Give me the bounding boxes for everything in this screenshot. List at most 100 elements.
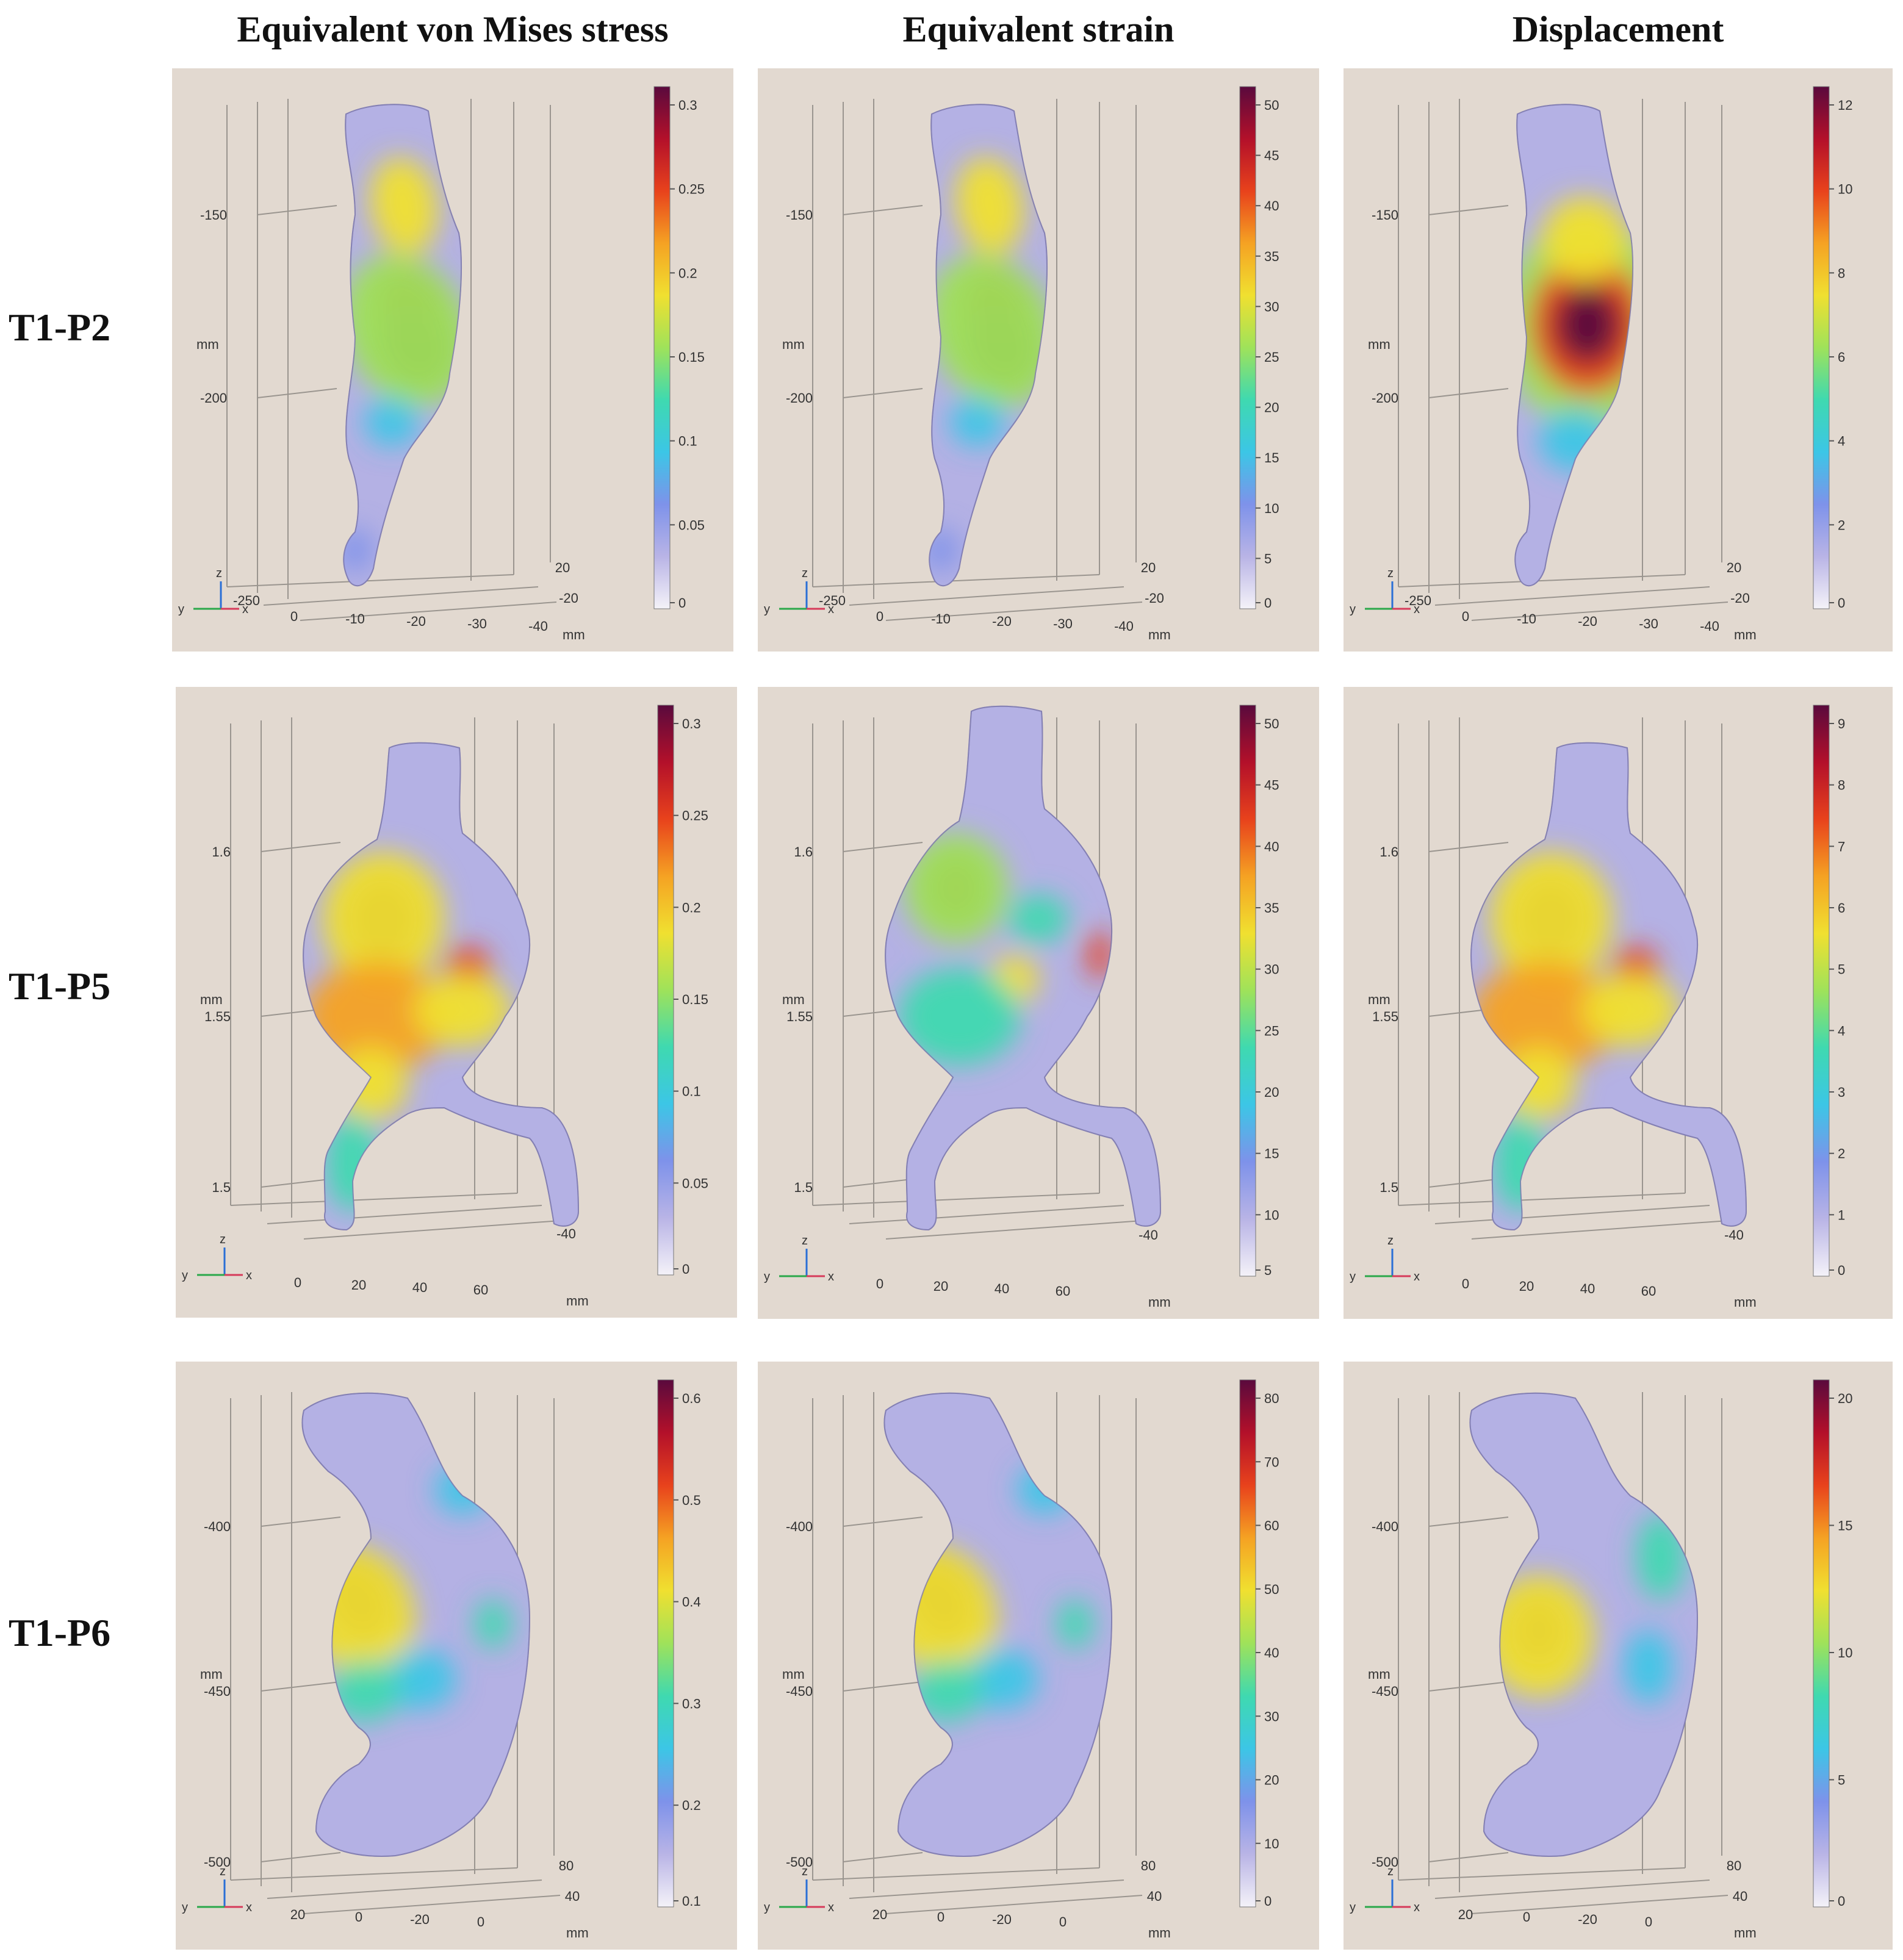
z-unit-label: mm: [782, 992, 805, 1007]
colorbar-tick-label: 0.6: [682, 1391, 701, 1406]
triad-z-label: z: [1387, 1865, 1394, 1878]
z-tick-label: -150: [200, 207, 227, 223]
z-unit-label: mm: [196, 337, 219, 352]
field-hotspot: [435, 1465, 490, 1514]
colorbar-tick-label: 0.2: [682, 1798, 701, 1813]
coordinate-triad: z y x: [1350, 1865, 1420, 1914]
colorbar-tick-label: 0.4: [682, 1595, 701, 1610]
colorbar: 80 70 60 50 40 30 20 10 0: [1239, 1379, 1279, 1909]
z-axis-labels: -150 -200 mm -250: [782, 207, 846, 608]
y-tick-label: -20: [1730, 591, 1750, 606]
coordinate-triad: z y x: [764, 1234, 834, 1283]
triad-y-label: y: [1350, 603, 1356, 616]
x-tick-label: 40: [995, 1281, 1009, 1296]
horizontal-axis-labels: 20 0 -20 0 80 40 mm: [872, 1858, 1171, 1940]
colorbar-tick-label: 9: [1838, 716, 1845, 731]
colorbar: 50 45 40 35 30 25 20 15 10 5: [1239, 705, 1279, 1278]
panel-t1-p2-stress: -150 -200 mm -250 0 -10 -20 -30 -40 20 -20 mm z y x 0.3…: [172, 68, 733, 652]
colorbar-tick-label: 15: [1264, 450, 1279, 465]
colorbar-tick-label: 60: [1264, 1518, 1279, 1534]
z-tick-label: -150: [786, 207, 813, 223]
z-unit-label: mm: [1368, 992, 1390, 1007]
colorbar-gradient: [653, 86, 671, 609]
field-hotspot: [1636, 1514, 1685, 1599]
x-tick-label: -20: [410, 1912, 430, 1927]
triad-y-label: y: [764, 603, 770, 616]
colorbar-tick-label: 30: [1264, 299, 1279, 314]
z-tick-label: 1.55: [786, 1009, 813, 1024]
x-tick-label: 20: [351, 1277, 366, 1293]
triad-x-label: x: [1414, 1901, 1420, 1914]
x-tick-label: 0: [876, 609, 883, 624]
colorbar: 9 8 7 6 5 4 3 2 1 0: [1813, 705, 1845, 1278]
x-tick-label: 20: [934, 1279, 948, 1294]
x-tick-label: -20: [992, 1912, 1012, 1927]
colorbar: 0.6 0.5 0.4 0.3 0.2 0.1: [657, 1379, 701, 1909]
triad-x-label: x: [828, 1270, 834, 1283]
colorbar-tick-label: 4: [1838, 1023, 1845, 1038]
result-plot: 1.6 1.55 1.5 mm 0 20 40 60 -40 mm z y x 9 8 7 6 5 4 3 2 1 0: [1350, 705, 1845, 1310]
triad-y-label: y: [182, 1269, 188, 1282]
z-unit-label: mm: [1368, 337, 1390, 352]
y-tick-label: 80: [1727, 1858, 1741, 1873]
x-tick-label: -20: [1578, 1912, 1597, 1927]
horizontal-axis-labels: 0 20 40 60 -40 mm: [1462, 1227, 1757, 1310]
z-tick-label: 1.55: [1372, 1009, 1398, 1024]
triad-y-label: y: [182, 1901, 188, 1914]
panel-t1-p5-strain: 1.6 1.55 1.5 mm 0 20 40 60 -40 mm z y x 50 45 40 35 30 25 2…: [758, 687, 1319, 1319]
x-tick-label: -30: [1053, 616, 1073, 631]
field-hotspot: [370, 157, 438, 254]
colorbar-tick-label: 0.3: [682, 1696, 701, 1711]
field-hotspot: [904, 833, 1008, 943]
panel-t1-p5-stress: 1.6 1.55 1.5 mm 0 20 40 60 -40 mm z y x 0.3 0.25 0.2 0.1…: [176, 687, 737, 1318]
x-tick-label: -40: [1114, 619, 1134, 634]
x-tick-label: -10: [1517, 611, 1536, 626]
y-tick-label: 40: [1733, 1889, 1747, 1904]
triad-z-label: z: [220, 1233, 226, 1246]
z-tick-label: 1.5: [794, 1180, 813, 1195]
colorbar-tick-label: 40: [1264, 1645, 1279, 1660]
z-tick-label: 1.6: [1380, 844, 1398, 860]
colorbar-tick-label: 10: [1838, 1645, 1852, 1660]
colorbar-tick-label: 35: [1264, 900, 1279, 916]
y-tick-label: 80: [559, 1858, 574, 1873]
triad-z-label: z: [802, 1234, 808, 1247]
colorbar-tick-label: 0.1: [682, 1084, 701, 1099]
colorbar-gradient: [1813, 1379, 1830, 1908]
panel-t1-p2-strain: -150 -200 mm -250 0 -10 -20 -30 -40 20 -20 mm z y x 50 4…: [758, 68, 1319, 652]
triad-z-label: z: [220, 1865, 226, 1878]
z-unit-label: mm: [200, 992, 223, 1007]
horizontal-unit-label: mm: [1148, 1925, 1171, 1940]
field-hotspot: [965, 1648, 1038, 1709]
y-tick-label: 40: [565, 1889, 580, 1904]
colorbar-tick-label: 40: [1264, 839, 1279, 854]
z-tick-label: -500: [1372, 1854, 1398, 1870]
field-hotspot: [1581, 974, 1679, 1047]
z-unit-label: mm: [782, 337, 805, 352]
z-axis-labels: -400 -450 -500 mm: [782, 1519, 813, 1870]
colorbar-tick-label: 25: [1264, 350, 1279, 365]
z-axis-labels: -150 -200 mm -250: [196, 207, 260, 608]
horizontal-axis-labels: 0 -10 -20 -30 -40 20 -20 mm: [1462, 560, 1757, 642]
result-plot: 1.6 1.55 1.5 mm 0 20 40 60 -40 mm z y x 0.3 0.25 0.2 0.1…: [182, 705, 708, 1308]
colorbar-tick-label: 0.3: [678, 98, 697, 113]
colorbar-tick-label: 0.2: [678, 265, 697, 281]
colorbar-tick-label: 0: [682, 1262, 689, 1277]
coordinate-triad: z y x: [1350, 1234, 1420, 1283]
colorbar-tick-label: 10: [1264, 1836, 1279, 1851]
triad-x-label: x: [246, 1269, 252, 1282]
panel-t1-p6-strain: -400 -450 -500 mm 20 0 -20 0 80 40 mm z y x 80 70 60 50 40…: [758, 1362, 1319, 1950]
colorbar-tick-label: 30: [1264, 962, 1279, 977]
z-tick-label: 1.55: [204, 1009, 231, 1024]
vessel-surface: [885, 705, 1162, 1231]
colorbar-tick-label: 15: [1264, 1146, 1279, 1161]
horizontal-axis-labels: 20 0 -20 0 80 40 mm: [290, 1858, 589, 1940]
z-axis-labels: 1.6 1.55 1.5 mm: [1368, 844, 1398, 1195]
field-hotspot: [475, 1599, 511, 1648]
field-hotspot: [1542, 196, 1627, 282]
colorbar-tick-label: 2: [1838, 1146, 1845, 1161]
x-tick-label: 40: [1580, 1281, 1595, 1296]
z-tick-label: 1.5: [1380, 1180, 1398, 1195]
x-tick-label: 20: [1458, 1907, 1473, 1922]
